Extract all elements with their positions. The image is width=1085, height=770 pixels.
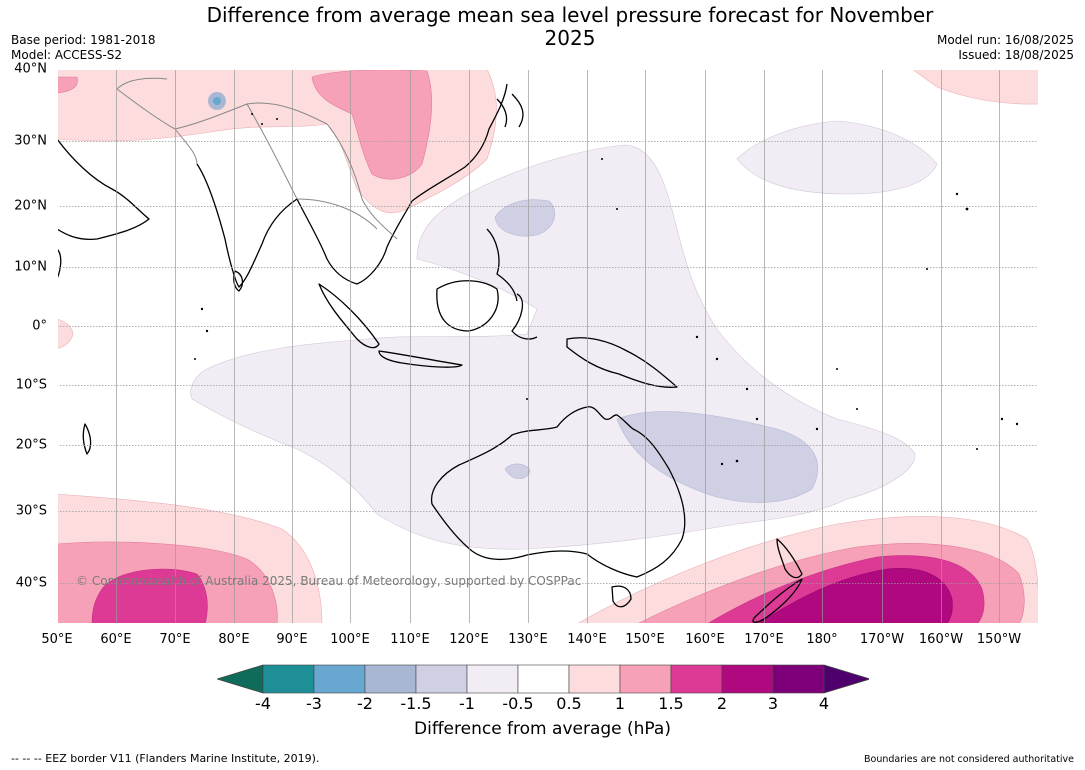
colorbar-swatch xyxy=(466,664,519,694)
sumatra-coast xyxy=(318,283,380,349)
arabia-coast xyxy=(57,138,150,240)
indochina-coast xyxy=(296,198,413,285)
madagascar xyxy=(82,423,92,455)
new-zealand-north xyxy=(776,538,803,579)
colorbar-swatch xyxy=(619,664,672,694)
country-borders xyxy=(116,77,398,240)
anomaly-region-pos-sw-strong xyxy=(91,568,208,624)
sri-lanka-coast xyxy=(233,270,244,292)
colorbar-tick-label: 0.5 xyxy=(556,694,582,713)
australia-coast xyxy=(430,406,686,578)
meta-right: Model run: 16/08/2025 Issued: 18/08/2025 xyxy=(937,33,1074,63)
philippines-coast xyxy=(486,228,518,302)
island-markers xyxy=(194,113,1019,466)
colorbar-swatch xyxy=(772,664,825,694)
java-coast xyxy=(378,350,463,368)
longitude-tick-label: 70°E xyxy=(159,632,191,647)
colorbar-swatch xyxy=(415,664,468,694)
copyright-notice: © Commonwealth of Australia 2025, Bureau… xyxy=(76,574,582,588)
colorbar-tick-label: 1 xyxy=(614,694,626,713)
longitude-tick-label: 160°W xyxy=(918,632,964,647)
latitude-tick-label: 0° xyxy=(32,318,47,334)
latitude-tick-label: 40°S xyxy=(15,575,47,591)
longitude-tick-label: 140°E xyxy=(567,632,607,647)
latitude-tick-label: 20°S xyxy=(15,437,47,453)
borneo-coast xyxy=(436,280,499,332)
colorbar-tick-label: 2 xyxy=(716,694,728,713)
new-zealand-south xyxy=(752,578,803,623)
colorbar-swatch xyxy=(517,664,570,694)
longitude-tick-label: 150°E xyxy=(625,632,665,647)
colorbar-tick-label: -4 xyxy=(255,694,271,713)
longitude-tick-label: 50°E xyxy=(41,632,73,647)
anomaly-region-neg-small-north xyxy=(736,120,938,195)
colorbar-swatch xyxy=(364,664,417,694)
base-period: Base period: 1981-2018 xyxy=(11,33,156,47)
colorbar-extend-high xyxy=(823,664,869,694)
colorbar-swatch xyxy=(313,664,366,694)
longitude-tick-label: 60°E xyxy=(100,632,132,647)
latitude-tick-label: 20°N xyxy=(14,198,47,214)
colorbar-label: Difference from average (hPa) xyxy=(414,719,671,739)
coastlines xyxy=(57,83,803,623)
longitude-tick-label: 120°E xyxy=(449,632,489,647)
colorbar-extend-low xyxy=(217,664,264,694)
longitude-tick-label: 100°E xyxy=(330,632,370,647)
longitude-tick-label: 110°E xyxy=(390,632,430,647)
colorbar xyxy=(217,664,869,694)
longitude-tick-label: 80°E xyxy=(218,632,250,647)
latitude-tick-label: 30°S xyxy=(15,503,47,519)
longitude-tick-label: 90°E xyxy=(276,632,308,647)
boundaries-disclaimer: Boundaries are not considered authoritat… xyxy=(864,754,1074,765)
meta-left: Base period: 1981-2018 Model: ACCESS-S2 xyxy=(11,33,156,63)
pressure-anomaly-map xyxy=(57,69,1039,624)
longitude-tick-label: 170°E xyxy=(744,632,784,647)
colorbar-tick-label: 1.5 xyxy=(658,694,684,713)
colorbar-tick-label: 4 xyxy=(818,694,830,713)
latitude-tick-label: 10°N xyxy=(14,259,47,275)
colorbar-swatch xyxy=(721,664,774,694)
longitude-tick-label: 180° xyxy=(806,632,838,647)
longitude-tick-label: 160°E xyxy=(685,632,725,647)
issued-date: Issued: 18/08/2025 xyxy=(958,48,1074,62)
longitude-tick-label: 150°W xyxy=(976,632,1022,647)
latitude-tick-label: 10°S xyxy=(15,377,47,393)
latitude-tick-label: 30°N xyxy=(14,133,47,149)
colorbar-swatch xyxy=(568,664,621,694)
colorbar-swatch xyxy=(262,664,315,694)
colorbar-tick-label: -1.5 xyxy=(400,694,432,713)
longitude-tick-label: 170°W xyxy=(859,632,905,647)
korea-japan xyxy=(496,93,524,128)
colorbar-tick-label: -1 xyxy=(459,694,475,713)
colorbar-tick-label: -0.5 xyxy=(502,694,534,713)
model-name: Model: ACCESS-S2 xyxy=(11,48,123,62)
anomaly-region-pos-se-very-strong xyxy=(756,568,953,624)
anomaly-region-neg-medium-2 xyxy=(616,411,819,503)
new-guinea-coast xyxy=(566,337,678,388)
anomaly-region-neg-medium-3 xyxy=(504,463,531,479)
model-run: Model run: 16/08/2025 xyxy=(936,33,1074,47)
graticule xyxy=(57,69,1039,624)
china-coast xyxy=(411,83,508,202)
colorbar-tick-label: -3 xyxy=(306,694,322,713)
sulawesi-coast xyxy=(511,293,538,340)
tasmania-coast xyxy=(611,585,632,608)
colorbar-swatch xyxy=(670,664,723,694)
eez-border-note: -- -- -- EEZ border V11 (Flanders Marine… xyxy=(11,752,320,765)
anomaly-region-neg-medium-1 xyxy=(494,199,556,237)
longitude-tick-label: 130°E xyxy=(508,632,548,647)
colorbar-tick-label: 3 xyxy=(767,694,779,713)
latitude-tick-label: 40°N xyxy=(14,61,47,77)
colorbar-tick-label: -2 xyxy=(357,694,373,713)
india-coast xyxy=(196,163,298,288)
map-title: Difference from average mean sea level p… xyxy=(206,3,934,50)
